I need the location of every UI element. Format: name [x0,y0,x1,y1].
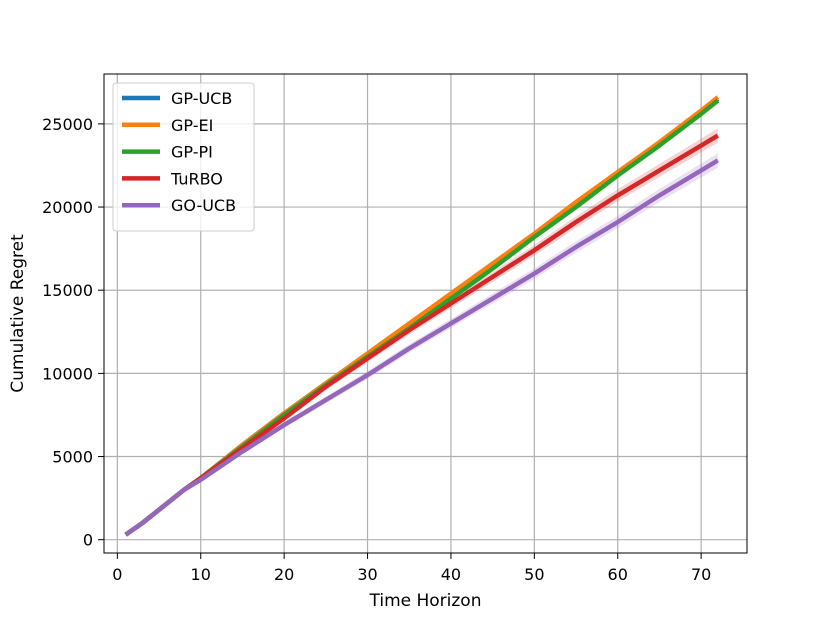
x-tick-label: 20 [274,565,294,584]
y-tick-label: 0 [83,531,93,550]
series-lines [124,95,720,537]
legend-label: GP-UCB [171,89,232,108]
series-line-go-ucb [124,158,719,537]
x-tick-label: 50 [524,565,544,584]
legend-label: GP-EI [171,116,213,135]
y-tick-label: 5000 [52,448,93,467]
x-tick-label: 70 [691,565,711,584]
x-tick-label: 30 [357,565,377,584]
legend-label: GO-UCB [171,196,236,215]
x-tick-label: 40 [441,565,461,584]
y-tick-label: 10000 [42,364,93,383]
legend: GP-UCB GP-EI GP-PI TuRBO GO-UCB [112,82,255,232]
y-axis-label: Cumulative Regret [8,234,28,393]
band-turbo [125,128,718,536]
x-tick-label: 0 [112,565,122,584]
x-tick-label: 10 [191,565,211,584]
legend-items: GP-UCB GP-EI GP-PI TuRBO GO-UCB [122,89,236,215]
x-axis-ticks: 0 10 20 30 40 50 60 70 [112,553,711,584]
legend-label: TuRBO [170,169,223,188]
x-tick-label: 60 [608,565,628,584]
plot-frame [103,73,748,554]
y-tick-label: 20000 [42,198,93,217]
y-tick-label: 25000 [42,115,93,134]
y-tick-label: 15000 [42,281,93,300]
x-axis-label: Time Horizon [368,591,481,611]
legend-box [112,82,255,232]
y-axis-ticks: 0 5000 10000 15000 20000 25000 [42,115,104,550]
legend-label: GP-PI [171,143,213,162]
